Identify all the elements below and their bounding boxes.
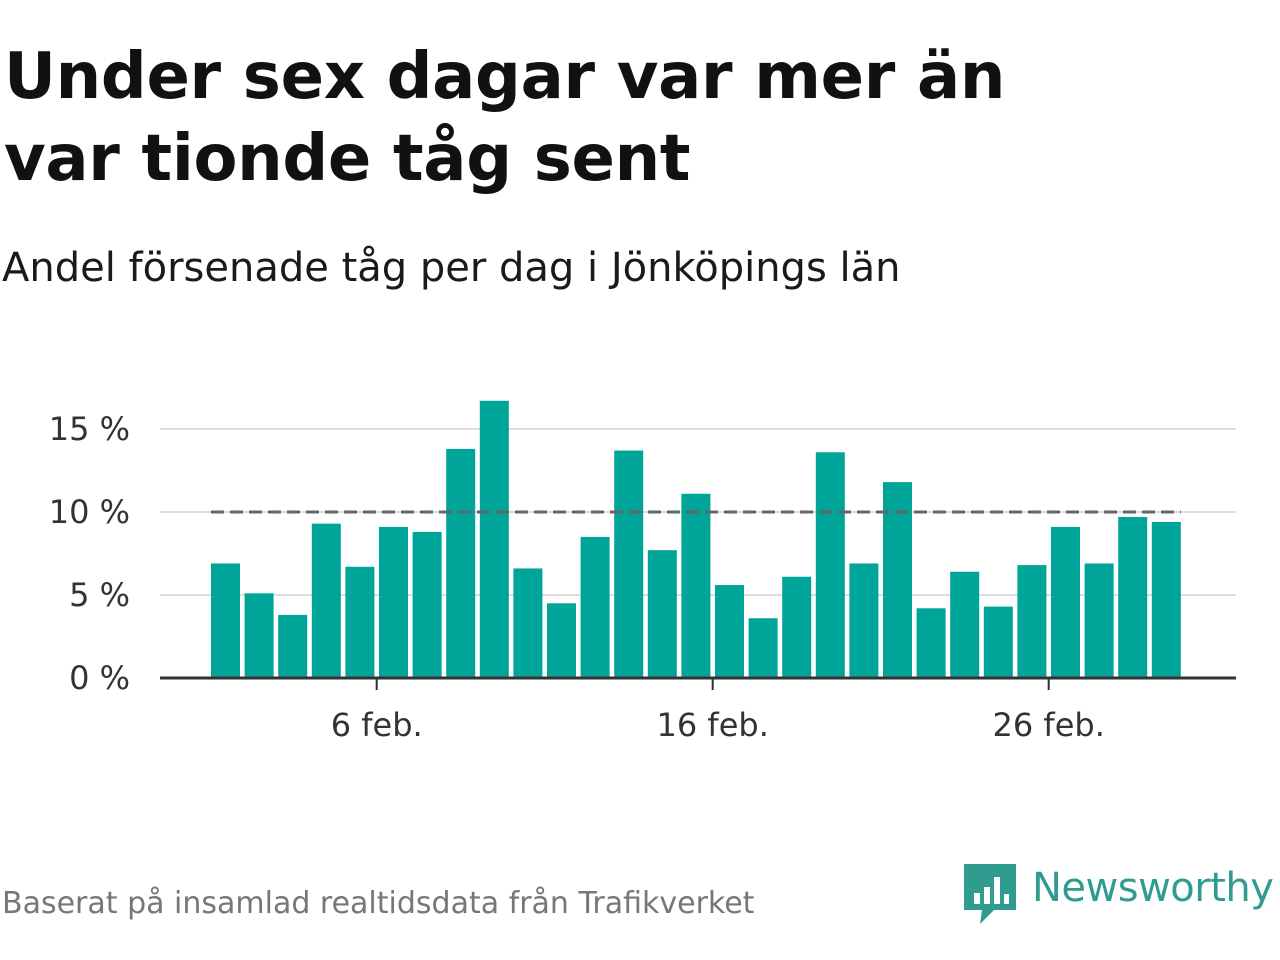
bar [379,526,408,678]
bar [1151,521,1181,678]
bar-chart: 0 % 5 % 10 % 15 % 6 feb. 16 feb. 26 feb. [49,400,1236,744]
bar [849,563,879,678]
bar [681,493,711,678]
bar [1017,565,1047,678]
bar [1051,526,1080,678]
newsworthy-logo-icon [964,864,1016,924]
bar [244,593,274,678]
bar [412,531,442,678]
bar [950,571,980,678]
bar [513,568,543,678]
bar [782,576,812,678]
bar [983,606,1013,678]
y-tick-label: 15 % [49,410,130,448]
bar [311,523,341,678]
y-tick-label: 10 % [49,493,130,531]
brand-logo: Newsworthy [964,864,1274,924]
bar [446,448,476,678]
bar [479,400,509,678]
x-tick-label: 16 feb. [657,706,769,744]
bar [614,450,644,678]
chart-title: Under sex dagar var mer än var tionde tå… [4,40,1006,196]
y-tick-label: 0 % [69,659,130,697]
x-tick-label: 26 feb. [993,706,1105,744]
x-tick-label: 6 feb. [331,706,423,744]
bar [345,566,375,678]
brand-name: Newsworthy [1032,865,1274,911]
bar [748,618,778,678]
bar [647,550,677,678]
source-note: Baserat på insamlad realtidsdata från Tr… [2,886,755,921]
bar [883,482,912,678]
chart-subtitle: Andel försenade tåg per dag i Jönköpings… [2,245,901,291]
bar [815,452,845,678]
bar [1118,516,1148,678]
bar [916,608,946,678]
y-tick-label: 5 % [69,576,130,614]
bar [1084,563,1114,678]
bar [547,603,576,678]
bar [580,536,610,678]
bar [211,563,240,678]
bar [278,614,308,678]
bar [715,585,744,678]
